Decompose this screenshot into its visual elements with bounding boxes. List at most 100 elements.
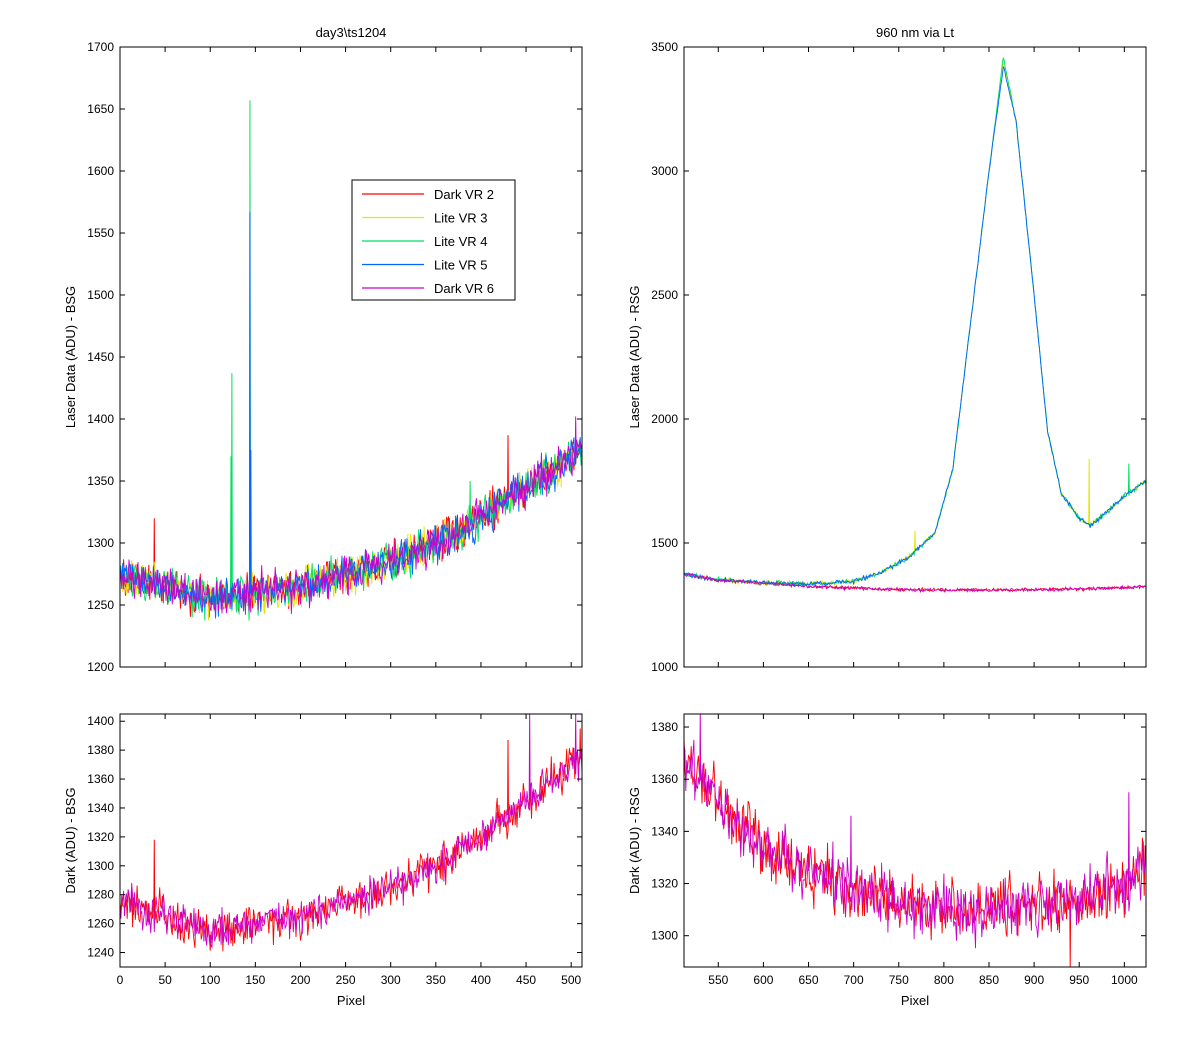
y-tick-label: 1340 bbox=[651, 824, 678, 838]
x-tick-label: 300 bbox=[381, 973, 401, 987]
y-tick-label: 1500 bbox=[651, 536, 678, 550]
panel-top-right: 1000 1500 2000 2500 3000 3500 960 nm via Lt Las… bbox=[627, 25, 1147, 674]
y-tick-label: 1380 bbox=[651, 720, 678, 734]
series-spike bbox=[1127, 463, 1130, 493]
plot-area bbox=[684, 714, 1146, 967]
series-spike bbox=[507, 740, 509, 816]
series-spike bbox=[1088, 458, 1091, 526]
series-spike bbox=[849, 815, 852, 888]
x-tick-label: 600 bbox=[753, 973, 773, 987]
y-tick-label: 1250 bbox=[87, 598, 114, 612]
y-tick-label: 1320 bbox=[87, 830, 114, 844]
y-tick-label: 1380 bbox=[87, 743, 114, 757]
x-axis-label: Pixel bbox=[337, 993, 365, 1008]
x-tick-label: 450 bbox=[516, 973, 536, 987]
y-tick-label: 1300 bbox=[87, 859, 114, 873]
axes-frame bbox=[683, 46, 1147, 668]
legend-entry-label: Lite VR 4 bbox=[434, 234, 487, 249]
x-tick-label: 150 bbox=[245, 973, 265, 987]
series-line-dark-vr-6 bbox=[120, 747, 582, 949]
x-tick-label: 50 bbox=[158, 973, 172, 987]
y-tick-label: 1300 bbox=[87, 536, 114, 550]
y-axis-label: Laser Data (ADU) - BSG bbox=[63, 286, 78, 428]
y-axis-label: Dark (ADU) - RSG bbox=[627, 787, 642, 894]
x-tick-label: 500 bbox=[561, 973, 581, 987]
axes-frame bbox=[683, 713, 1147, 968]
legend: Dark VR 2 Lite VR 3 Lite VR 4 Lite VR 5 Dark… bbox=[351, 179, 516, 301]
series-line-dark-vr-6 bbox=[120, 439, 582, 614]
y-tick-label: 1650 bbox=[87, 102, 114, 116]
series-group bbox=[684, 57, 1146, 594]
x-tick-label: 650 bbox=[799, 973, 819, 987]
legend-entry-label: Lite VR 3 bbox=[434, 211, 487, 226]
series-group bbox=[120, 714, 582, 952]
y-tick-label: 1350 bbox=[87, 474, 114, 488]
y-tick-label: 1240 bbox=[87, 946, 114, 960]
x-tick-label: 800 bbox=[934, 973, 954, 987]
series-spike bbox=[1127, 792, 1130, 881]
series-spike bbox=[249, 449, 252, 594]
series-spike bbox=[579, 728, 582, 759]
y-tick-label: 1450 bbox=[87, 350, 114, 364]
y-tick-label: 1550 bbox=[87, 226, 114, 240]
chart-title: 960 nm via Lt bbox=[876, 25, 954, 40]
y-tick-label: 1500 bbox=[87, 288, 114, 302]
series-line-dark-vr-6 bbox=[684, 739, 1146, 949]
series-spike bbox=[153, 839, 156, 913]
y-tick-label: 1400 bbox=[87, 412, 114, 426]
series-spike bbox=[528, 714, 531, 798]
x-tick-label: 400 bbox=[471, 973, 491, 987]
y-tick-label: 1700 bbox=[87, 40, 114, 54]
legend-entry-label: Dark VR 2 bbox=[434, 187, 494, 202]
series-line-lite-vr-4 bbox=[120, 439, 582, 621]
series-spike bbox=[574, 416, 577, 455]
y-tick-label: 1320 bbox=[651, 877, 678, 891]
x-axis-label: Pixel bbox=[901, 993, 929, 1008]
series-spike bbox=[230, 456, 232, 596]
axes-frame bbox=[119, 713, 583, 968]
y-tick-label: 1600 bbox=[87, 164, 114, 178]
legend-entry-label: Lite VR 5 bbox=[434, 258, 487, 273]
x-tick-label: 550 bbox=[708, 973, 728, 987]
series-spike bbox=[1069, 900, 1072, 967]
x-tick-label: 900 bbox=[1024, 973, 1044, 987]
y-tick-label: 1000 bbox=[651, 660, 678, 674]
series-group bbox=[684, 714, 1146, 967]
y-tick-label: 1360 bbox=[651, 772, 678, 786]
y-axis-label: Dark (ADU) - BSG bbox=[63, 787, 78, 893]
series-spike bbox=[248, 211, 251, 594]
y-tick-label: 1400 bbox=[87, 714, 114, 728]
x-tick-label: 700 bbox=[844, 973, 864, 987]
x-tick-label: 250 bbox=[336, 973, 356, 987]
series-spike bbox=[469, 480, 472, 525]
panel-bottom-right: 1300 1320 1340 1360 1380 550 600 650 700 750 800 85… bbox=[627, 713, 1147, 1008]
x-tick-label: 850 bbox=[979, 973, 999, 987]
legend-entry-label: Dark VR 6 bbox=[434, 281, 494, 296]
series-spike bbox=[507, 435, 509, 500]
x-tick-label: 350 bbox=[426, 973, 446, 987]
x-tick-label: 200 bbox=[290, 973, 310, 987]
y-tick-label: 2500 bbox=[651, 288, 678, 302]
y-tick-label: 3500 bbox=[651, 40, 678, 54]
plot-area bbox=[684, 47, 1146, 667]
series-line-dark-vr-6 bbox=[684, 572, 1146, 594]
series-spike bbox=[699, 714, 702, 781]
y-tick-label: 2000 bbox=[651, 412, 678, 426]
y-tick-label: 1360 bbox=[87, 772, 114, 786]
x-tick-label: 100 bbox=[200, 973, 220, 987]
y-tick-label: 1280 bbox=[87, 888, 114, 902]
y-tick-label: 1300 bbox=[651, 929, 678, 943]
x-tick-label: 0 bbox=[117, 973, 124, 987]
y-tick-label: 1340 bbox=[87, 801, 114, 815]
y-axis-label: Laser Data (ADU) - RSG bbox=[627, 285, 642, 428]
x-tick-label: 750 bbox=[889, 973, 909, 987]
chart-title: day3\ts1204 bbox=[316, 25, 387, 40]
series-spike bbox=[574, 714, 577, 763]
x-tick-label: 1000 bbox=[1111, 973, 1138, 987]
panel-bottom-left: 1240 1260 1280 1300 1320 1340 1360 1380 1400 0 50 1… bbox=[63, 713, 583, 1008]
series-spike bbox=[914, 530, 916, 552]
y-tick-label: 1200 bbox=[87, 660, 114, 674]
series-group bbox=[120, 100, 582, 621]
y-tick-label: 3000 bbox=[651, 164, 678, 178]
